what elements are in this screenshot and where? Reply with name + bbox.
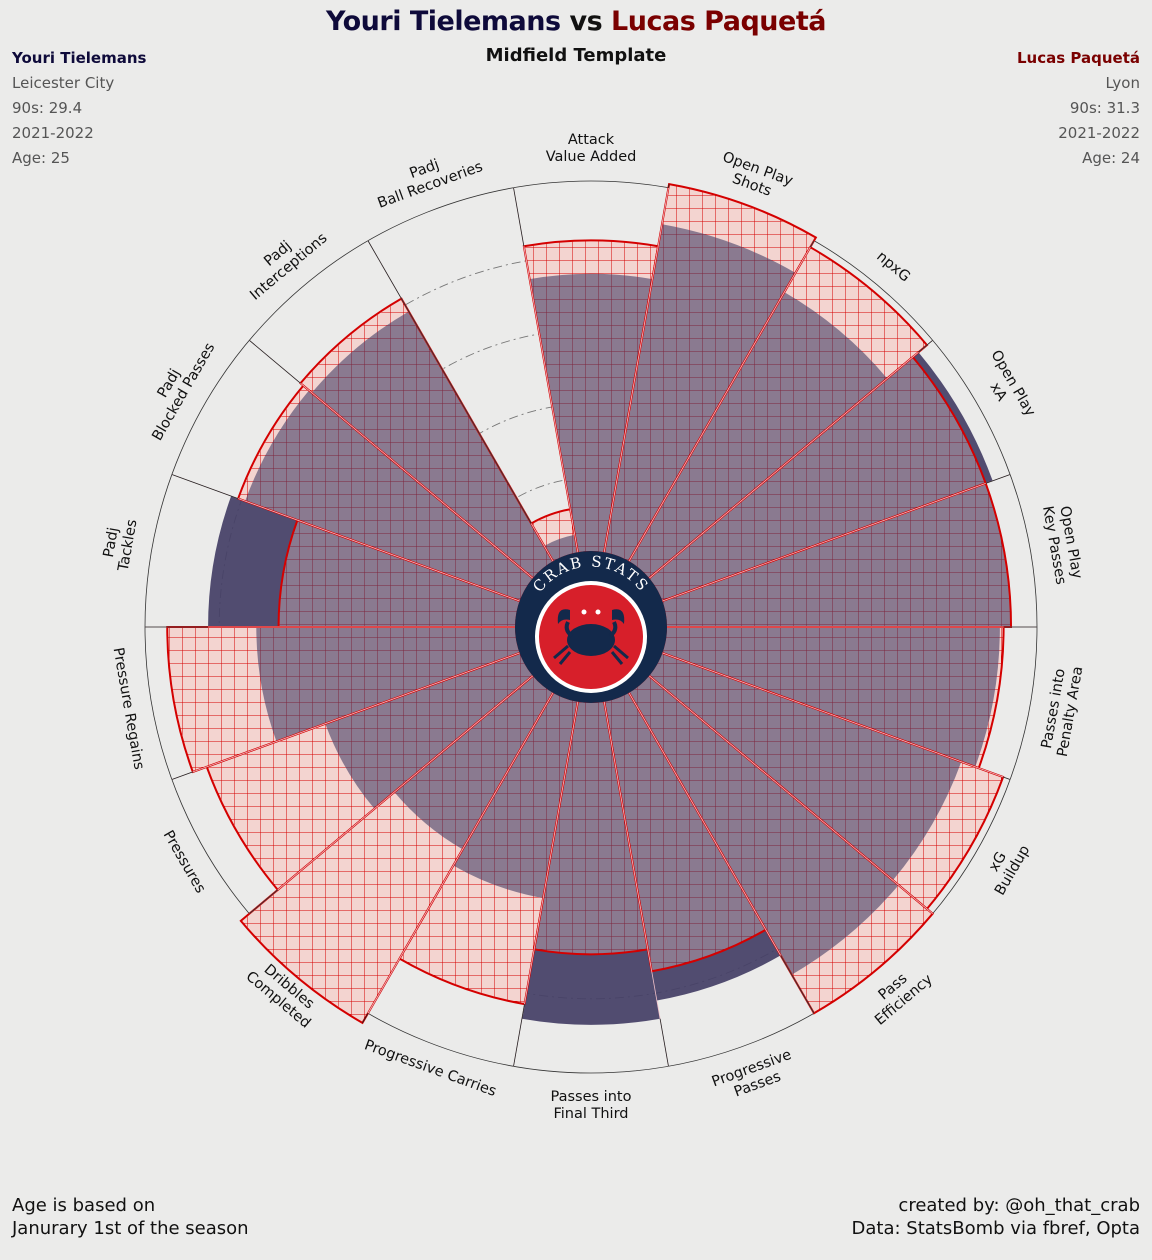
sector-divider [659,1018,669,1067]
category-label: PadjBlocked Passes [135,332,219,444]
player1-nineties: 90s: 29.4 [12,99,83,117]
player2-info: Lucas Paquetá Lyon 90s: 31.3 2021-2022 A… [1017,46,1140,171]
sector-divider [918,340,933,353]
category-label: Passes intoPenalty Area [1038,662,1086,758]
player1-name: Youri Tielemans [12,49,147,67]
sector-separator [603,700,669,1067]
chart-title: Youri Tielemans vs Lucas Paquetá [0,6,1152,37]
sector-divider [171,771,193,780]
title-player2: Lucas Paquetá [611,6,826,37]
footer-credits-line2: Data: StatsBomb via fbref, Opta [851,1218,1140,1239]
player1-age: Age: 25 [12,149,70,167]
sector-separator [661,474,1011,602]
sector-separator [513,187,579,554]
category-label: Passes into Final Third [551,1089,632,1122]
footer-credits-line1: created by: @oh_that_crab [898,1195,1140,1216]
title-player1: Youri Tielemans [326,6,561,37]
category-label: PadjTackles [99,515,141,573]
category-label: xGBuildup [977,834,1033,898]
sector-divider [513,187,525,247]
sector-separator [249,674,534,914]
sector-divider [249,340,301,384]
sector-divider [249,889,279,914]
sector-separator [603,187,669,554]
footer-note-line1: Age is based on [12,1195,156,1216]
sector-divider [780,955,815,1014]
category-label: npxG [873,249,913,286]
footer-note: Age is based on Janurary 1st of the seas… [12,1194,249,1240]
player2-season: 2021-2022 [1058,124,1140,142]
player1-info: Youri Tielemans Leicester City 90s: 29.4… [12,46,146,171]
category-label: Pressures [160,828,209,896]
crab-stats-logo: CRAB STATS [515,551,667,703]
title-vs: vs [569,6,603,37]
category-label: ProgressivePasses [710,1047,800,1107]
sector-divider [513,1004,525,1067]
player1-season: 2021-2022 [12,124,94,142]
category-label: Progressive Carries [362,1037,498,1100]
player2-name: Lucas Paquetá [1017,49,1140,67]
footer-credits: created by: @oh_that_crab Data: StatsBom… [852,1194,1140,1240]
sector-divider [668,184,670,188]
sector-separator [648,340,933,580]
sector-separator [367,691,554,1014]
sector-divider [362,1013,369,1024]
sector-divider [809,240,815,248]
sector-divider [985,474,1011,484]
sector-separator [628,240,815,563]
player2-age: Age: 24 [1082,149,1140,167]
crab-icon [553,609,629,665]
sector-separator [661,652,1011,780]
sector-divider [171,474,239,499]
category-label: Pressure Regains [110,646,147,771]
sector-divider [1002,776,1011,780]
sector-separator [648,674,933,914]
player2-club: Lyon [1105,74,1140,92]
category-label: PadjBall Recoveries [370,143,485,212]
category-label: Open PlayxA [973,348,1039,429]
chart-subtitle: Midfield Template [485,45,667,66]
player1-club: Leicester City [12,74,115,92]
category-label: PadjInterceptions [236,217,330,303]
player2-nineties: 90s: 31.3 [1069,99,1140,117]
category-label: Open PlayKey Passes [1039,502,1085,586]
category-label: Attack Value Added [546,132,637,165]
sector-divider [367,240,532,524]
sector-separator [171,652,521,780]
footer-note-line2: Janurary 1st of the season [12,1218,249,1239]
